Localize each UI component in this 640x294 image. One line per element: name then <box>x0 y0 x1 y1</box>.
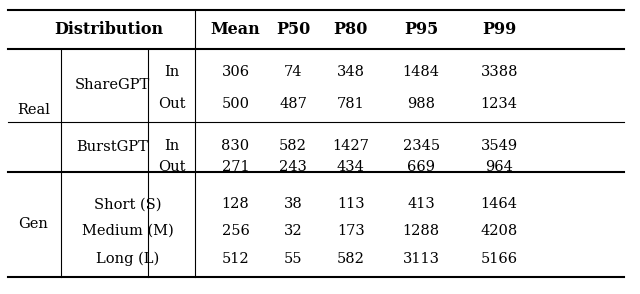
Text: 1234: 1234 <box>481 97 518 111</box>
Text: 4208: 4208 <box>481 224 518 238</box>
Text: 1484: 1484 <box>403 65 440 79</box>
Text: Distribution: Distribution <box>54 21 163 38</box>
Text: 500: 500 <box>221 97 250 111</box>
Text: 830: 830 <box>221 138 250 153</box>
Text: P80: P80 <box>333 21 368 38</box>
Text: 113: 113 <box>337 197 365 211</box>
Text: 3113: 3113 <box>403 252 440 266</box>
Text: Out: Out <box>158 160 185 174</box>
Text: 74: 74 <box>284 65 302 79</box>
Text: Real: Real <box>17 103 50 117</box>
Text: BurstGPT: BurstGPT <box>76 140 148 154</box>
Text: Gen: Gen <box>19 218 48 231</box>
Text: 781: 781 <box>337 97 365 111</box>
Text: 512: 512 <box>221 252 250 266</box>
Text: Mean: Mean <box>211 21 260 38</box>
Text: Short (S): Short (S) <box>94 197 162 211</box>
Text: 964: 964 <box>485 160 513 174</box>
Text: 582: 582 <box>337 252 365 266</box>
Text: 128: 128 <box>221 197 250 211</box>
Text: 3549: 3549 <box>481 138 518 153</box>
Text: 1288: 1288 <box>403 224 440 238</box>
Text: 55: 55 <box>284 252 302 266</box>
Text: 256: 256 <box>221 224 250 238</box>
Text: In: In <box>164 138 179 153</box>
Text: In: In <box>164 65 179 79</box>
Text: P99: P99 <box>482 21 516 38</box>
Text: 487: 487 <box>279 97 307 111</box>
Text: 32: 32 <box>284 224 303 238</box>
Text: P50: P50 <box>276 21 310 38</box>
Text: 173: 173 <box>337 224 365 238</box>
Text: 2345: 2345 <box>403 138 440 153</box>
Text: 3388: 3388 <box>481 65 518 79</box>
Text: 1464: 1464 <box>481 197 518 211</box>
Text: Medium (M): Medium (M) <box>82 224 174 238</box>
Text: 988: 988 <box>407 97 435 111</box>
Text: 5166: 5166 <box>481 252 518 266</box>
Text: 413: 413 <box>407 197 435 211</box>
Text: 271: 271 <box>221 160 250 174</box>
Text: P95: P95 <box>404 21 438 38</box>
Text: ShareGPT: ShareGPT <box>74 78 150 92</box>
Text: 1427: 1427 <box>332 138 369 153</box>
Text: 669: 669 <box>407 160 435 174</box>
Text: 38: 38 <box>284 197 303 211</box>
Text: 348: 348 <box>337 65 365 79</box>
Text: 306: 306 <box>221 65 250 79</box>
Text: 243: 243 <box>279 160 307 174</box>
Text: Out: Out <box>158 97 185 111</box>
Text: 434: 434 <box>337 160 365 174</box>
Text: Long (L): Long (L) <box>97 252 159 266</box>
Text: 582: 582 <box>279 138 307 153</box>
